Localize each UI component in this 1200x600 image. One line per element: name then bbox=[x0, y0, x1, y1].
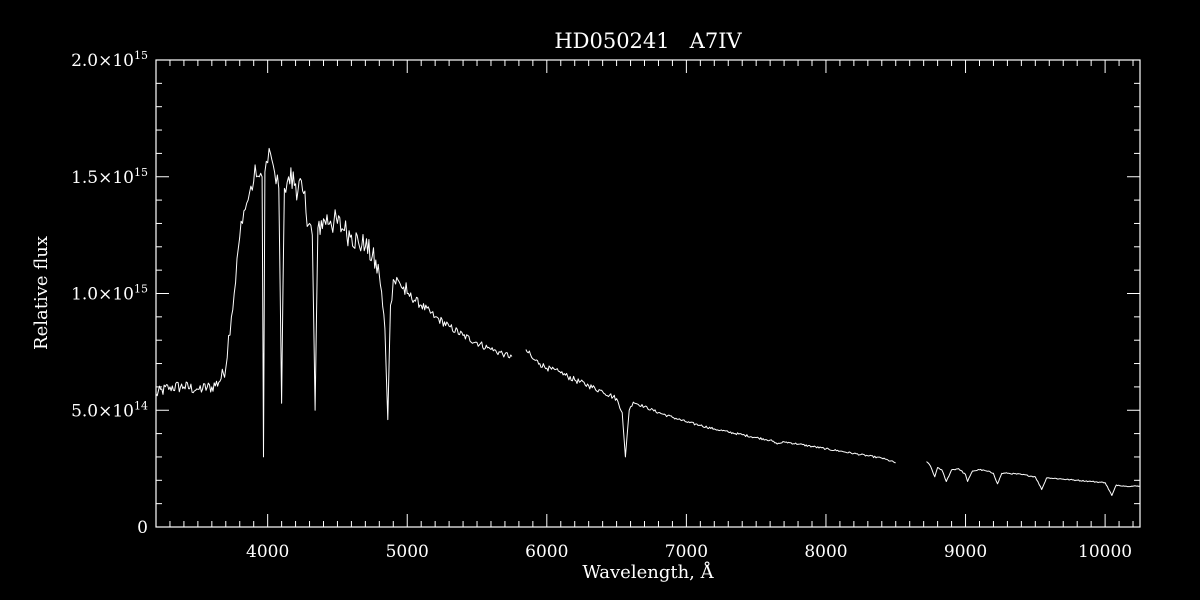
chart-title: HD050241 A7IV bbox=[554, 29, 742, 53]
x-tick-label: 7000 bbox=[665, 542, 708, 562]
x-tick-label: 9000 bbox=[944, 542, 987, 562]
spectrum-segment-1 bbox=[155, 147, 513, 458]
y-tick-label: 1.5×1015 bbox=[71, 166, 148, 188]
y-axis-ticks bbox=[156, 59, 1140, 528]
x-tick-label: 5000 bbox=[386, 542, 429, 562]
x-tick-label: 6000 bbox=[525, 542, 568, 562]
x-axis-ticks bbox=[155, 60, 1134, 527]
spectrum-series bbox=[155, 147, 1141, 496]
y-axis-label: Relative flux bbox=[31, 236, 52, 350]
spectrum-segment-3 bbox=[926, 461, 1141, 496]
y-tick-label: 0 bbox=[137, 518, 148, 538]
y-tick-label: 1.0×1015 bbox=[71, 283, 148, 305]
y-tick-label: 2.0×1015 bbox=[71, 49, 148, 71]
x-tick-label: 8000 bbox=[804, 542, 847, 562]
x-axis-label: Wavelength, Å bbox=[582, 561, 714, 583]
spectrum-segment-2 bbox=[525, 349, 896, 464]
y-axis-tick-labels: 0 5.0×1014 1.0×1015 1.5×1015 2.0×1015 bbox=[71, 49, 148, 538]
x-tick-label: 4000 bbox=[246, 542, 289, 562]
x-tick-label: 10000 bbox=[1078, 542, 1132, 562]
x-axis-tick-labels: 4000 5000 6000 7000 8000 9000 10000 bbox=[246, 542, 1132, 562]
y-tick-label: 5.0×1014 bbox=[71, 399, 148, 421]
